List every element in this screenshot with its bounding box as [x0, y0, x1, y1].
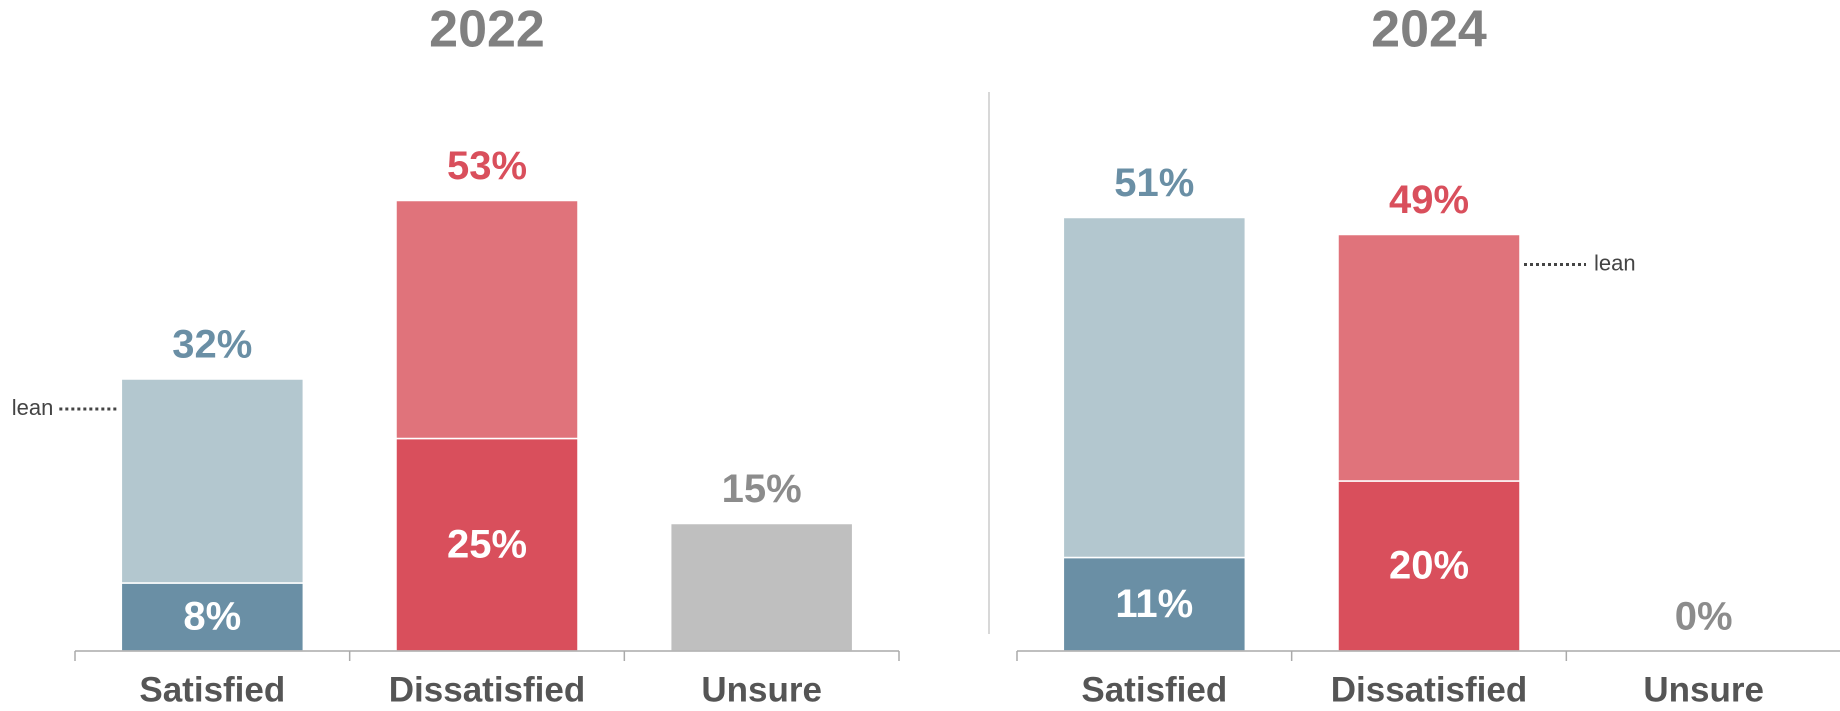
value-label: 15%: [722, 467, 802, 511]
x-tick-label: Dissatisfied: [1331, 670, 1527, 709]
x-tick-label: Satisfied: [1081, 670, 1227, 709]
value-label: 11%: [1115, 582, 1193, 626]
bar-segment: [120, 378, 305, 584]
value-label: 0%: [1675, 595, 1733, 639]
annotation-text: lean: [1594, 250, 1636, 275]
panel-title: 2022: [429, 1, 545, 59]
x-tick-label: Satisfied: [139, 670, 285, 709]
panel-title: 2024: [1371, 1, 1487, 59]
bar-segment: [1337, 480, 1521, 652]
x-tick-label: Unsure: [1643, 670, 1764, 709]
bar-segment: [1062, 216, 1247, 559]
value-label: 20%: [1389, 544, 1469, 588]
bar-segment: [1337, 233, 1521, 482]
value-label: 8%: [183, 595, 241, 639]
total-label: 49%: [1389, 178, 1469, 222]
total-label: 32%: [172, 323, 252, 367]
bar-segment: [669, 522, 854, 652]
bar-segment: [395, 437, 579, 652]
total-label: 51%: [1114, 161, 1194, 205]
bar-segment: [1062, 556, 1247, 652]
x-tick-label: Unsure: [701, 670, 822, 709]
total-label: 53%: [447, 144, 527, 188]
x-tick-label: Dissatisfied: [389, 670, 585, 709]
bar-segment: [395, 199, 579, 440]
annotation-text: lean: [12, 395, 54, 420]
value-label: 25%: [447, 522, 527, 566]
